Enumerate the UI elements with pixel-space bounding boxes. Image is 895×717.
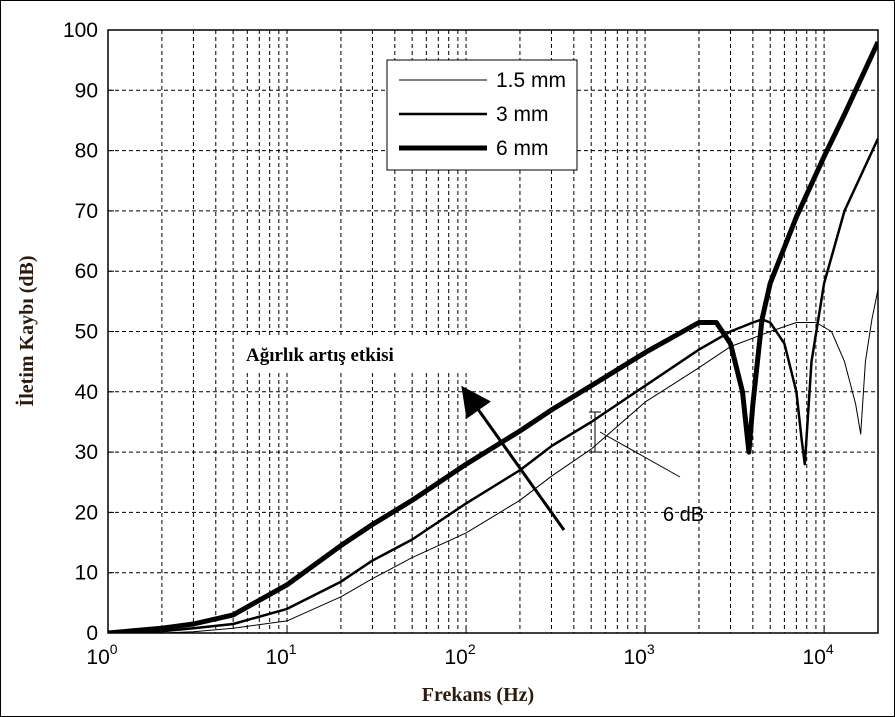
- y-tick-label: 60: [75, 260, 98, 283]
- y-tick-label: 70: [75, 200, 98, 223]
- weight-effect-arrow: [461, 385, 566, 531]
- legend-label-3: 6 mm: [496, 137, 549, 160]
- series-lines: [108, 41, 878, 633]
- x-axis-label: Frekans (Hz): [422, 684, 534, 706]
- x-tick-label: 100: [86, 641, 117, 669]
- x-tick-label: 101: [265, 641, 296, 669]
- y-tick-label: 0: [86, 622, 98, 645]
- six-db-annotation: 6 dB: [663, 504, 704, 526]
- annotation-bg: [240, 338, 472, 372]
- y-tick-label: 20: [75, 501, 98, 524]
- series-line-2: [108, 137, 878, 633]
- x-tick-labels: 100 101 102 103 104: [86, 627, 834, 669]
- y-tick-label: 100: [63, 19, 98, 42]
- legend: 1.5 mm 3 mm 6 mm: [386, 59, 578, 171]
- y-tick-label: 30: [75, 441, 98, 464]
- series-line-1: [108, 289, 878, 633]
- legend-label-2: 3 mm: [496, 103, 549, 126]
- y-tick-labels: 0 10 20 30 40 50 60 70 80 90 100: [63, 19, 114, 645]
- legend-label-1: 1.5 mm: [496, 69, 566, 92]
- y-tick-label: 50: [75, 321, 98, 344]
- x-tick-label: 102: [444, 641, 475, 669]
- y-tick-label: 10: [75, 562, 98, 585]
- y-tick-label: 90: [75, 79, 98, 102]
- six-db-marker: [589, 411, 681, 478]
- y-axis-label: İletim Kaybı (dB): [14, 255, 38, 406]
- series-line-3: [108, 41, 878, 633]
- y-tick-label: 40: [75, 381, 98, 404]
- x-tick-label: 103: [624, 641, 655, 669]
- x-tick-label: 104: [803, 641, 834, 669]
- y-tick-label: 80: [75, 140, 98, 163]
- weight-effect-annotation: Ağırlık artış etkisi: [246, 345, 394, 366]
